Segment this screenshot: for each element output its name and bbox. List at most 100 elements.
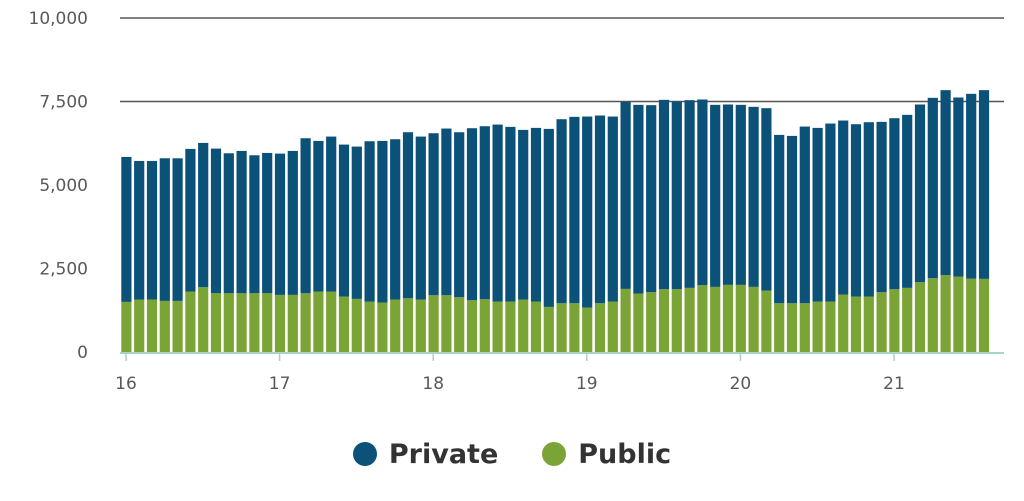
bar-public — [620, 288, 631, 352]
bar-public — [569, 303, 580, 352]
bar-public — [838, 294, 849, 352]
x-tick-label: 19 — [576, 374, 598, 394]
bar-public — [530, 301, 542, 352]
bar-public — [799, 303, 810, 352]
x-tick-label: 18 — [422, 374, 444, 394]
bar-public — [121, 301, 132, 352]
bar-private — [121, 156, 132, 302]
bar-public — [774, 303, 785, 352]
bar-private — [825, 123, 836, 302]
bar-public — [812, 301, 823, 352]
bar-private — [735, 104, 746, 285]
bar-private — [492, 124, 503, 302]
bar-public — [889, 289, 900, 352]
bar-public — [658, 289, 670, 352]
bar-private — [620, 101, 631, 289]
bar-private — [697, 99, 708, 286]
legend-label-private: Private — [388, 438, 499, 470]
bar-public — [262, 293, 273, 352]
bar-public — [710, 286, 721, 352]
y-tick-label: 0 — [77, 343, 88, 363]
bar-public — [927, 278, 938, 352]
bar-private — [134, 160, 145, 300]
bar-private — [594, 115, 606, 304]
bar-public — [761, 290, 772, 352]
bar-private — [786, 135, 798, 304]
bar-private — [902, 114, 913, 288]
bar-private — [390, 139, 401, 300]
y-tick-label: 5,000 — [39, 176, 88, 196]
bar-private — [850, 124, 862, 297]
bar-private — [210, 148, 222, 294]
bar-public — [825, 301, 836, 352]
bar-private — [582, 116, 593, 308]
bar-private — [556, 119, 567, 304]
bar-public — [454, 297, 465, 352]
bar-public — [377, 302, 388, 352]
bar-private — [262, 152, 273, 294]
bars — [121, 90, 990, 352]
bar-public — [582, 307, 593, 352]
bar-public — [326, 291, 337, 352]
x-tick-label: 16 — [115, 374, 137, 394]
bar-private — [799, 126, 810, 304]
bar-private — [159, 158, 170, 301]
legend-item-private[interactable]: Private — [352, 438, 499, 470]
x-tick-label: 21 — [883, 374, 905, 394]
y-axis: 0 2,500 5,000 7,500 10,000 — [29, 9, 88, 363]
bar-public — [287, 294, 298, 352]
bar-private — [914, 104, 926, 283]
stacked-bar-chart: 0 2,500 5,000 7,500 10,000 16 17 18 19 20 21 — [29, 9, 1004, 394]
legend-item-public[interactable]: Public — [542, 439, 671, 470]
bar-private — [927, 97, 938, 279]
bar-public — [185, 291, 196, 352]
bar-private — [287, 150, 298, 295]
bar-public — [684, 287, 695, 352]
bar-private — [722, 104, 734, 285]
bar-public — [441, 295, 452, 352]
bar-public — [390, 299, 401, 352]
legend-label-public: Public — [578, 438, 672, 470]
bar-public — [159, 300, 170, 352]
bar-private — [774, 134, 785, 304]
bar-public — [364, 301, 375, 352]
bar-public — [172, 300, 183, 352]
bar-private — [364, 141, 375, 302]
bar-private — [198, 142, 209, 288]
bar-public — [134, 299, 145, 352]
bar-public — [978, 278, 990, 352]
bar-public — [146, 299, 158, 352]
bar-private — [710, 104, 721, 287]
bar-private — [953, 97, 964, 277]
bar-private — [761, 108, 772, 291]
bar-public — [402, 298, 414, 352]
y-tick-label: 2,500 — [39, 260, 88, 280]
bar-public — [415, 299, 426, 352]
bar-private — [978, 90, 990, 279]
bar-public — [671, 289, 682, 352]
bar-public — [633, 293, 644, 352]
bar-private — [454, 132, 465, 298]
bar-private — [402, 132, 414, 299]
bar-public — [351, 298, 362, 352]
x-axis: 16 17 18 19 20 21 — [115, 352, 1004, 394]
bar-public — [646, 292, 657, 352]
bar-public — [543, 306, 554, 352]
bar-public — [249, 293, 260, 352]
bar-private — [518, 129, 529, 300]
bar-private — [863, 122, 874, 297]
legend-swatch-private — [352, 442, 377, 466]
bar-private — [646, 105, 657, 293]
bar-public — [556, 303, 567, 352]
bar-private — [966, 93, 977, 279]
bar-public — [198, 287, 209, 352]
bar-private — [838, 120, 849, 295]
x-tick-label: 20 — [730, 374, 752, 394]
bar-private — [377, 140, 388, 303]
bar-public — [313, 291, 324, 352]
bar-private — [428, 133, 439, 296]
y-tick-label: 7,500 — [39, 93, 88, 113]
bar-private — [185, 148, 196, 292]
bar-private — [889, 118, 900, 290]
bar-private — [569, 116, 580, 304]
